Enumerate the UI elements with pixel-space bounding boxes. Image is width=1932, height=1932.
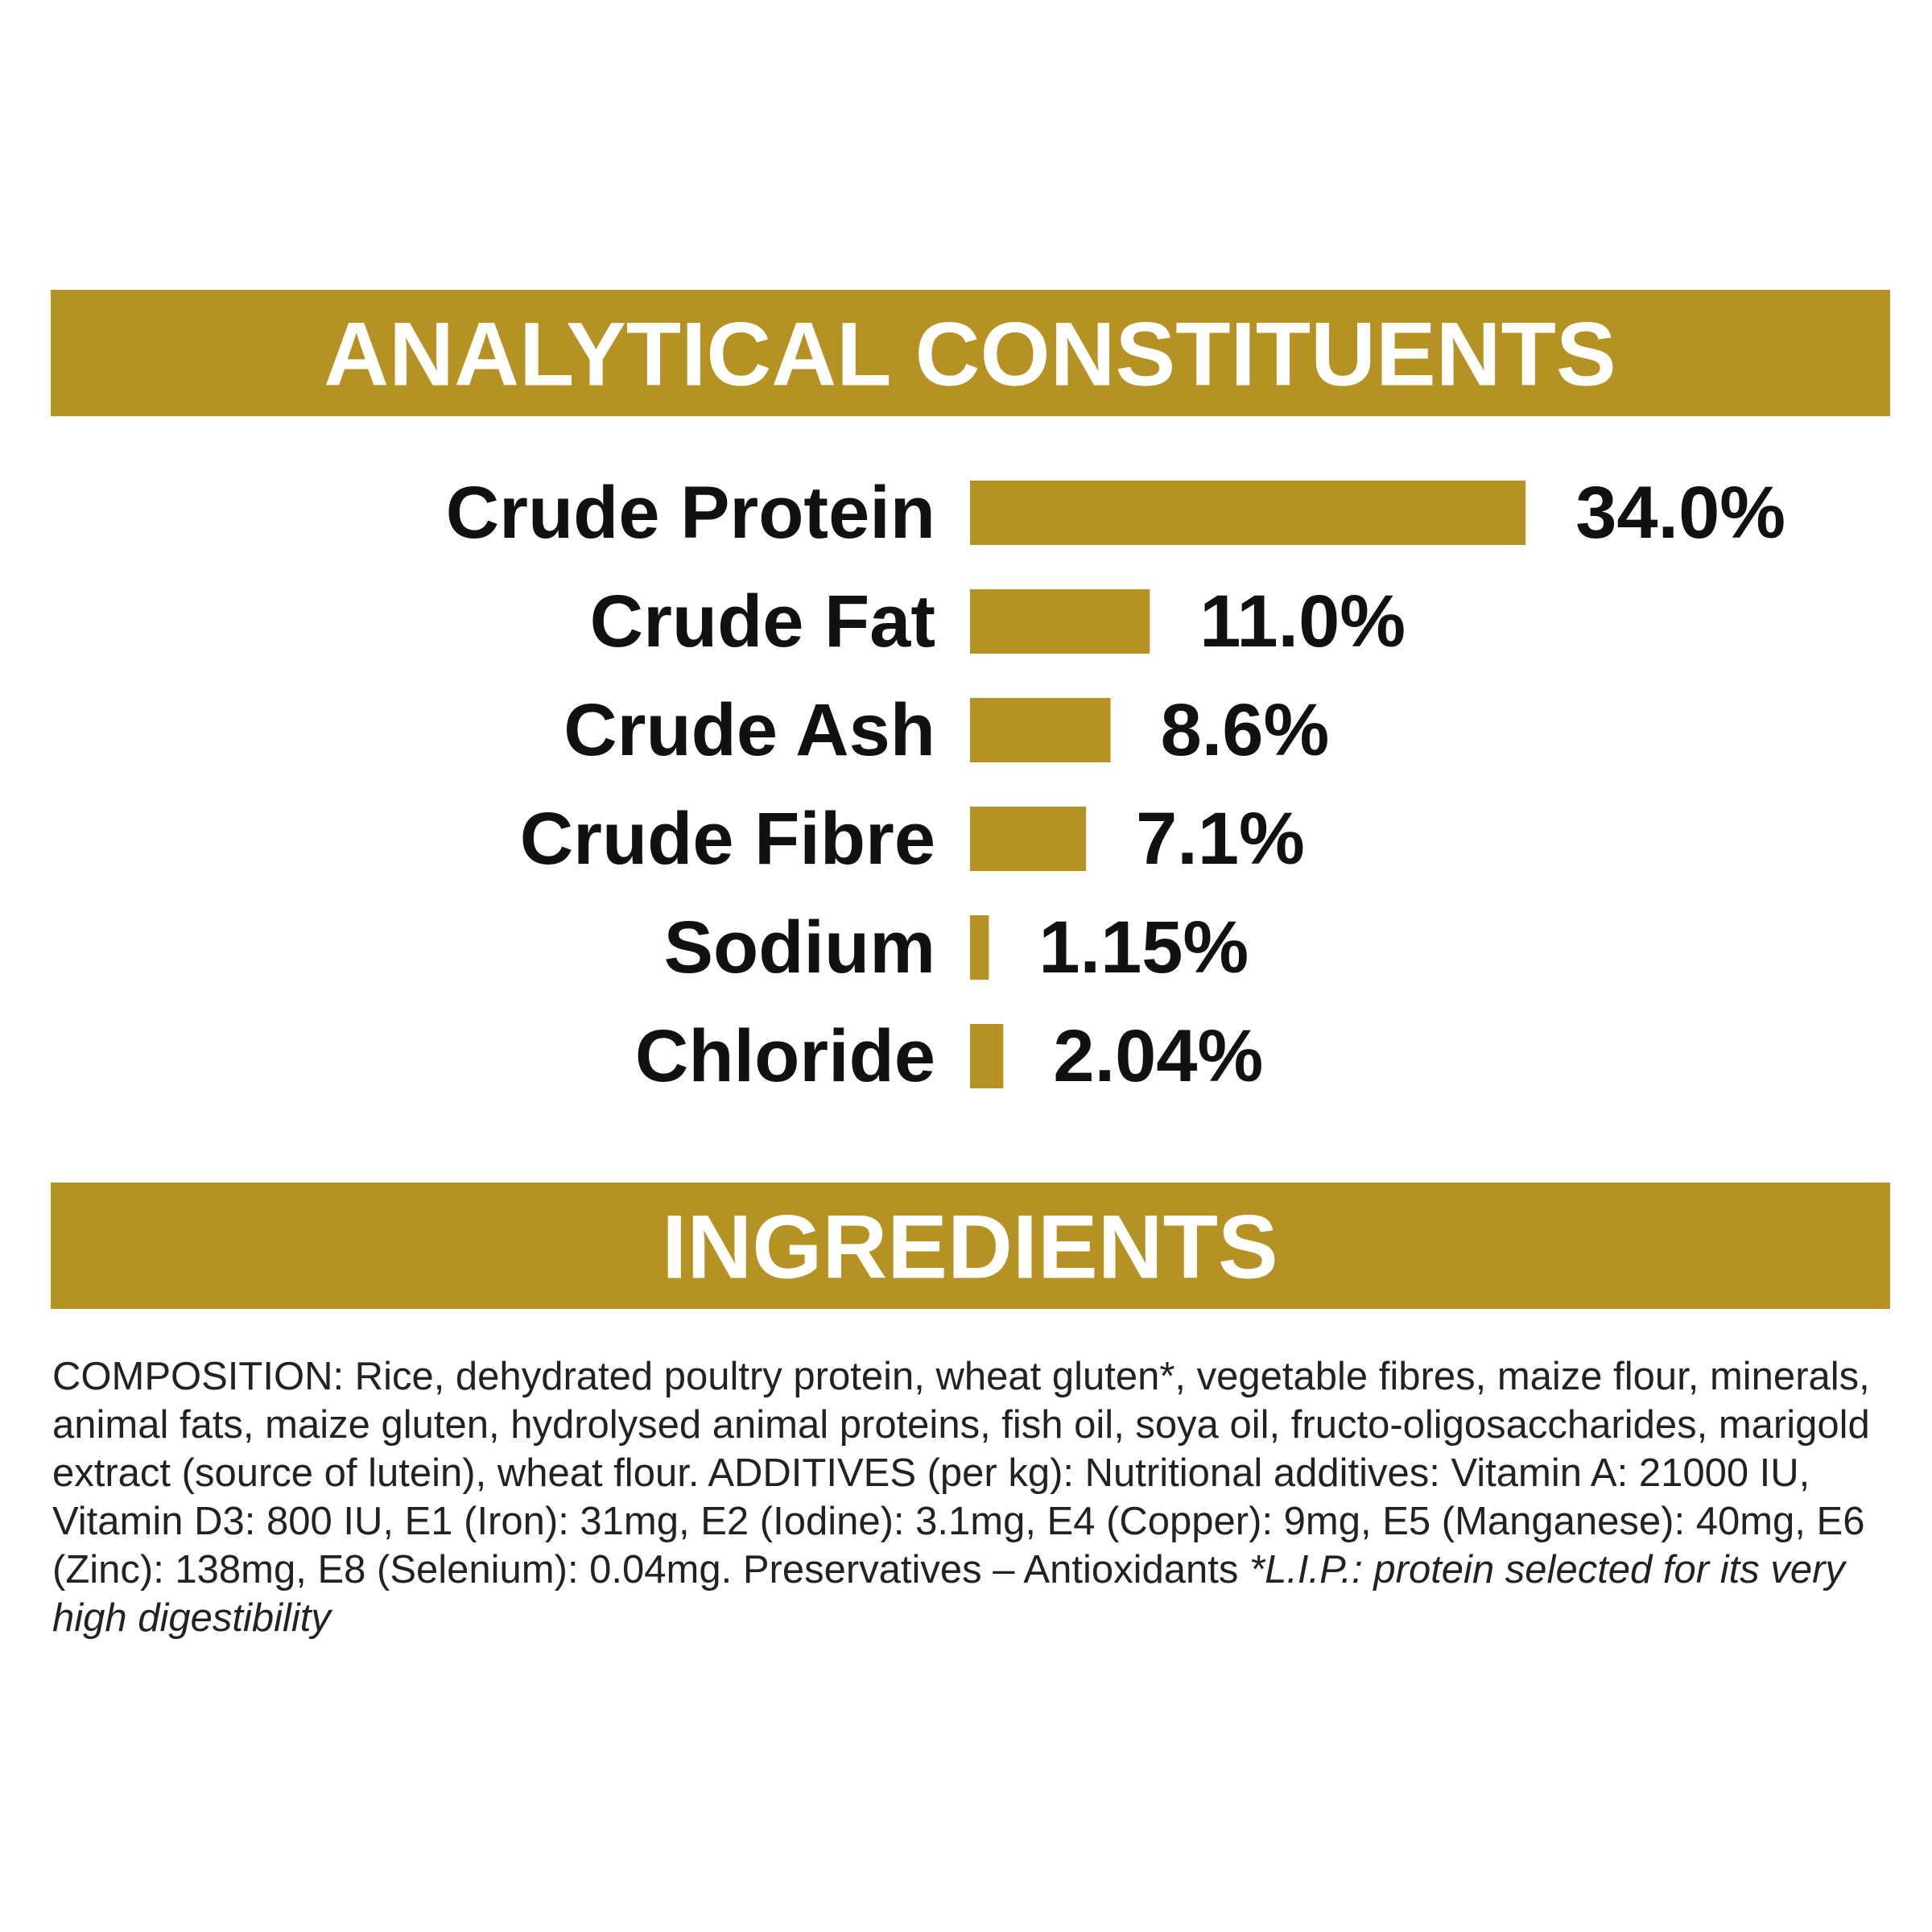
value-label: 1.15% (1038, 906, 1249, 989)
bar (970, 481, 1526, 545)
category-label: Crude Protein (446, 472, 935, 554)
category-label: Crude Ash (564, 689, 935, 771)
header-band (51, 1183, 1890, 1309)
value-label: 11.0% (1199, 580, 1406, 663)
value-label: 2.04% (1053, 1015, 1263, 1097)
bar (970, 589, 1150, 654)
category-label: Crude Fat (590, 580, 935, 663)
header-band (51, 290, 1890, 416)
bar (970, 698, 1111, 762)
bar (970, 1024, 1004, 1088)
chart-title: ANALYTICAL CONSTITUENTS (324, 304, 1616, 405)
footnote: *L.I.P.: protein selected for its very h… (52, 1548, 1845, 1640)
category-label: Crude Fibre (520, 798, 935, 880)
ingredients-text: COMPOSITION: Rice, dehydrated poultry pr… (52, 1352, 1896, 1642)
section-title: INGREDIENTS (662, 1197, 1278, 1298)
value-label: 8.6% (1161, 689, 1330, 771)
category-label: Chloride (635, 1015, 935, 1097)
bar (970, 915, 989, 980)
bar (970, 807, 1087, 871)
value-label: 7.1% (1136, 798, 1305, 880)
value-label: 34.0% (1575, 472, 1785, 554)
category-label: Sodium (664, 906, 935, 989)
composition: COMPOSITION: Rice, dehydrated poultry pr… (52, 1355, 1870, 1591)
